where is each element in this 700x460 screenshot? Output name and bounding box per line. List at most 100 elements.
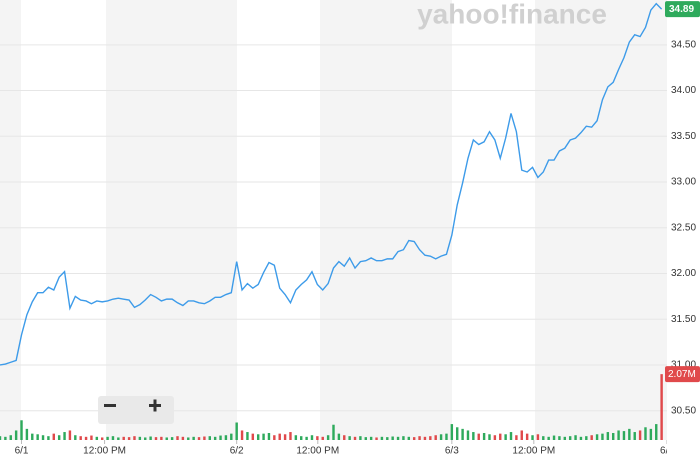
volume-bar bbox=[633, 432, 636, 440]
volume-bar bbox=[412, 437, 416, 440]
volume-bar bbox=[364, 437, 367, 440]
zoom-in-icon bbox=[153, 399, 157, 412]
volume-bar bbox=[68, 430, 72, 440]
volume-bar bbox=[386, 437, 389, 440]
volume-bar bbox=[638, 430, 642, 440]
price-line bbox=[0, 2, 663, 366]
volume-bar bbox=[418, 436, 421, 440]
volume-bar bbox=[466, 430, 470, 440]
volume-bar bbox=[542, 436, 545, 440]
volume-bar bbox=[375, 437, 378, 440]
volume-bar bbox=[622, 431, 626, 440]
volume-bar bbox=[240, 430, 244, 440]
x-tick-label: 6/3 bbox=[445, 446, 459, 457]
volume-bar bbox=[267, 433, 271, 440]
x-tick-label: 12:00 PM bbox=[296, 446, 339, 457]
volume-bar bbox=[504, 434, 507, 440]
volume-bar bbox=[4, 436, 7, 440]
volume-bar bbox=[213, 436, 217, 440]
volume-bar bbox=[106, 436, 109, 440]
volume-bar bbox=[289, 432, 292, 440]
volume-bar bbox=[488, 434, 491, 440]
zoom-out-button[interactable] bbox=[104, 404, 116, 407]
session-band bbox=[21, 0, 106, 440]
volume-bar bbox=[601, 433, 604, 440]
volume-bar bbox=[160, 436, 163, 440]
volume-bar bbox=[396, 436, 400, 440]
volume-bar bbox=[499, 433, 502, 440]
volume-bar bbox=[283, 434, 287, 440]
volume-bar bbox=[9, 435, 12, 440]
volume-bar bbox=[74, 435, 77, 440]
volume-bar bbox=[63, 432, 66, 440]
volume-bar bbox=[20, 420, 23, 440]
y-tick-label: 32.00 bbox=[671, 268, 696, 279]
session-band bbox=[452, 0, 535, 440]
volume-bar bbox=[111, 436, 115, 440]
volume-bar bbox=[434, 435, 437, 440]
marks bbox=[0, 2, 663, 440]
volume-bar bbox=[192, 436, 195, 440]
last-price-tag bbox=[665, 1, 700, 18]
volume-bar bbox=[41, 435, 45, 440]
volume-bar bbox=[445, 433, 448, 440]
volume-bar bbox=[402, 436, 405, 440]
volume-bar bbox=[0, 436, 2, 440]
volume-bar bbox=[31, 433, 34, 440]
volume-bar bbox=[310, 435, 314, 440]
volume-bar bbox=[439, 434, 443, 440]
volume-bar bbox=[224, 435, 228, 440]
volume-bar bbox=[176, 436, 179, 440]
volume-bar bbox=[203, 436, 206, 440]
volume-bar bbox=[456, 427, 459, 440]
volume-bar bbox=[251, 433, 255, 440]
volume-bar bbox=[154, 437, 158, 440]
volume-bar bbox=[558, 436, 561, 440]
volume-bar bbox=[369, 436, 373, 440]
volume-bar bbox=[644, 427, 647, 440]
volume-bar bbox=[278, 433, 281, 440]
volume-bar bbox=[52, 433, 56, 440]
volume-bar bbox=[531, 435, 534, 440]
volume-bar bbox=[579, 436, 583, 440]
volume-bar bbox=[25, 428, 29, 440]
volume-bar bbox=[300, 436, 303, 440]
volume-bar bbox=[574, 435, 577, 440]
volume-bar bbox=[273, 435, 276, 440]
volume-bar bbox=[149, 436, 152, 440]
volume-bar bbox=[461, 428, 464, 440]
volume-bar bbox=[197, 437, 201, 440]
volume-bar bbox=[337, 433, 341, 440]
volume-bar bbox=[133, 436, 136, 440]
volume-bar bbox=[617, 430, 620, 440]
volume-bar bbox=[493, 435, 497, 440]
x-axis: 6/112:00 PM6/212:00 PM6/312:00 PM6/4 bbox=[15, 440, 674, 457]
volume-bar bbox=[391, 436, 394, 440]
volume-bar bbox=[380, 436, 384, 440]
x-tick-label: 12:00 PM bbox=[512, 446, 555, 457]
volume-bar bbox=[294, 435, 298, 440]
volume-tag-label: 2.07M bbox=[668, 369, 696, 380]
session-band bbox=[237, 0, 320, 440]
x-tick-label: 6/1 bbox=[15, 446, 29, 457]
volume-bar bbox=[429, 436, 432, 440]
watermark: yahoo!finance bbox=[417, 0, 607, 29]
zoom-in-button[interactable] bbox=[149, 399, 161, 412]
volume-bar bbox=[138, 436, 142, 440]
zoom-panel bbox=[98, 396, 174, 424]
x-tick-label: 12:00 PM bbox=[83, 446, 126, 457]
volume-bar bbox=[230, 433, 233, 440]
volume-bar bbox=[655, 424, 658, 440]
volume-bar bbox=[144, 437, 147, 440]
volume-bar bbox=[305, 436, 308, 440]
volume-bar bbox=[262, 433, 265, 440]
volume-bar bbox=[353, 436, 357, 440]
y-tick-label: 33.50 bbox=[671, 131, 696, 142]
volume-bar bbox=[606, 432, 610, 440]
volume-bar bbox=[407, 436, 411, 440]
volume-bar bbox=[590, 435, 593, 440]
volume-bar bbox=[235, 422, 238, 440]
volume-bar bbox=[187, 437, 190, 440]
y-tick-label: 34.00 bbox=[671, 85, 696, 96]
y-tick-label: 33.00 bbox=[671, 177, 696, 188]
